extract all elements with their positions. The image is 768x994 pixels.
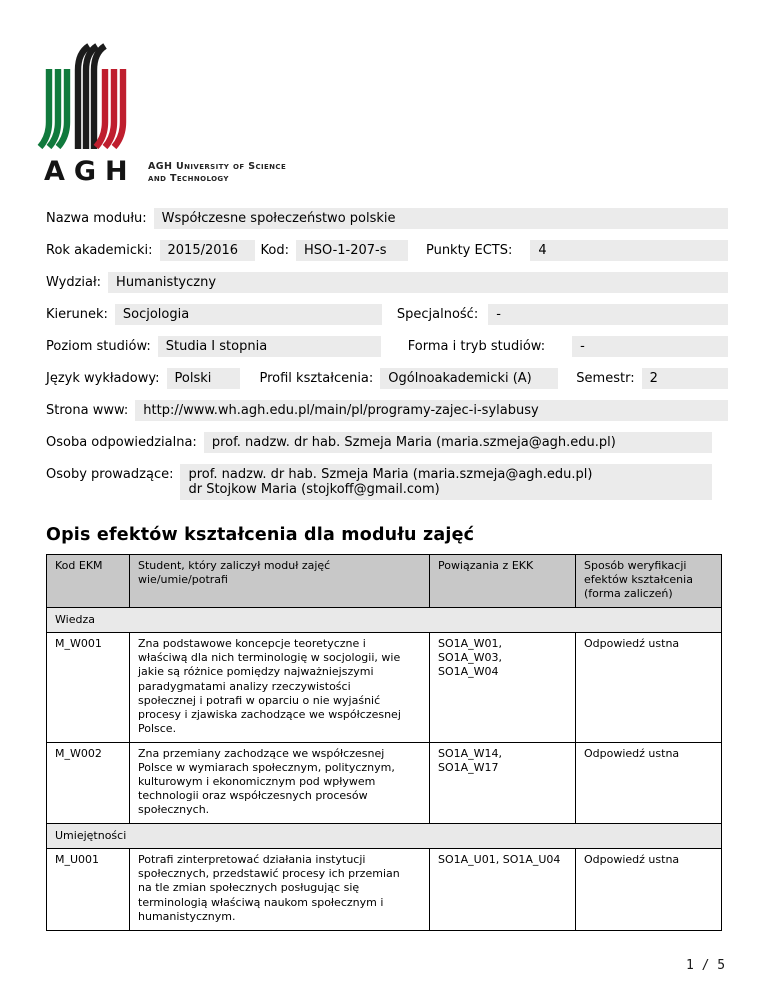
red-stripe (111, 69, 127, 150)
outcome-description: Zna podstawowe koncepcje teoretyczne i w… (129, 632, 430, 743)
red-stripe (93, 69, 109, 150)
learning-outcomes-table: Kod EKM Student, który zaliczył moduł za… (46, 553, 722, 931)
study-mode-label: Forma i tryb studiów: (407, 339, 546, 354)
header-ekk-links: Powiązania z EKK (429, 553, 576, 609)
header-student-outcomes: Student, który zaliczył moduł zajęć wie/… (129, 553, 430, 609)
field-row-field-of-study: Kierunek: Socjologia Specjalność: - (46, 304, 728, 325)
profile-label: Profil kształcenia: (259, 371, 374, 386)
outcome-verification: Odpowiedź ustna (575, 848, 722, 931)
outcome-links: SO1A_U01, SO1A_U04 (429, 848, 576, 931)
section-label: Wiedza (46, 607, 722, 634)
field-of-study-value: Socjologia (114, 304, 382, 325)
header-verification: Sposób weryfikacji efektów kształcenia (… (575, 553, 722, 609)
ects-value: 4 (530, 240, 728, 261)
specialization-label: Specjalność: (396, 307, 479, 322)
agh-logo-acronym: AGH (44, 156, 137, 187)
table-row: M_W001 Zna podstawowe koncepcje teoretyc… (46, 632, 722, 743)
study-level-label: Poziom studiów: (46, 339, 151, 354)
header-code: Kod EKM (46, 553, 130, 609)
section-title-learning-outcomes: Opis efektów kształcenia dla modułu zaję… (46, 525, 475, 545)
logo-green-stripes (37, 69, 71, 150)
university-name: AGH University of Science and Technology (148, 161, 286, 184)
academic-year-value: 2015/2016 (159, 240, 255, 261)
table-row: M_W002 Zna przemiany zachodzące we współ… (46, 741, 722, 825)
section-label: Umiejętności (46, 823, 722, 850)
academic-year-label: Rok akademicki: (46, 243, 153, 258)
faculty-label: Wydział: (46, 275, 102, 290)
green-stripe (37, 69, 53, 150)
black-stripe (74, 43, 91, 149)
logo-black-stripes (74, 43, 107, 149)
study-level-value: Studia I stopnia (157, 336, 381, 357)
semester-value: 2 (641, 368, 728, 389)
language-label: Język wykładowy: (46, 371, 160, 386)
table-header-row: Kod EKM Student, który zaliczył moduł za… (46, 553, 722, 609)
ects-label: Punkty ECTS: (425, 243, 513, 258)
code-label: Kod: (260, 243, 289, 258)
website-url[interactable]: http://www.wh.agh.edu.pl/main/pl/program… (135, 400, 728, 421)
green-stripe (46, 69, 62, 150)
page-number: 1 / 5 (686, 958, 726, 973)
green-stripe (55, 69, 71, 150)
document-body: Nazwa modułu: Współczesne społeczeństwo … (46, 208, 728, 931)
table-row: M_U001 Potrafi zinterpretować działania … (46, 848, 722, 931)
field-row-responsible-person: Osoba odpowiedzialna: prof. nadzw. dr ha… (46, 432, 728, 453)
table-section-row: Umiejętności (46, 823, 722, 850)
profile-value: Ogólnoakademicki (A) (380, 368, 559, 389)
responsible-person-label: Osoba odpowiedzialna: (46, 435, 197, 450)
university-name-line1: AGH University of Science (148, 161, 287, 172)
logo-red-stripes (93, 69, 127, 150)
lecturers-value: prof. nadzw. dr hab. Szmeja Maria (maria… (180, 464, 712, 500)
code-value: HSO-1-207-s (295, 240, 408, 261)
field-row-website: Strona www: http://www.wh.agh.edu.pl/mai… (46, 400, 728, 421)
outcome-verification: Odpowiedź ustna (575, 741, 722, 825)
field-row-module-name: Nazwa modułu: Współczesne społeczeństwo … (46, 208, 728, 229)
website-label: Strona www: (46, 403, 129, 418)
field-of-study-label: Kierunek: (46, 307, 108, 322)
field-row-lecturers: Osoby prowadzące: prof. nadzw. dr hab. S… (46, 464, 728, 500)
table-section-row: Wiedza (46, 607, 722, 634)
outcome-code: M_U001 (46, 848, 130, 931)
module-name-label: Nazwa modułu: (46, 211, 147, 226)
outcome-description: Potrafi zinterpretować działania instytu… (129, 848, 430, 931)
field-row-faculty: Wydział: Humanistyczny (46, 272, 728, 293)
faculty-value: Humanistyczny (108, 272, 728, 293)
outcome-verification: Odpowiedź ustna (575, 632, 722, 743)
outcome-code: M_W001 (46, 632, 130, 743)
responsible-person-value: prof. nadzw. dr hab. Szmeja Maria (maria… (203, 432, 712, 453)
outcome-description: Zna przemiany zachodzące we współczesnej… (129, 741, 430, 825)
field-row-language: Język wykładowy: Polski Profil kształcen… (46, 368, 728, 389)
black-stripe (90, 43, 107, 149)
study-mode-value: - (572, 336, 728, 357)
semester-label: Semestr: (576, 371, 635, 386)
outcome-code: M_W002 (46, 741, 130, 825)
field-row-study-level: Poziom studiów: Studia I stopnia Forma i… (46, 336, 728, 357)
black-stripe (82, 43, 99, 149)
red-stripe (102, 69, 118, 150)
outcome-links: SO1A_W14, SO1A_W17 (429, 741, 576, 825)
specialization-value: - (488, 304, 728, 325)
field-row-academic-year: Rok akademicki: 2015/2016 Kod: HSO-1-207… (46, 240, 728, 261)
outcome-links: SO1A_W01, SO1A_W03, SO1A_W04 (429, 632, 576, 743)
lecturers-label: Osoby prowadzące: (46, 467, 174, 482)
language-value: Polski (166, 368, 240, 389)
university-name-line2: and Technology (148, 172, 229, 184)
module-name-value: Współczesne społeczeństwo polskie (153, 208, 728, 229)
agh-logo-icon (37, 43, 127, 150)
